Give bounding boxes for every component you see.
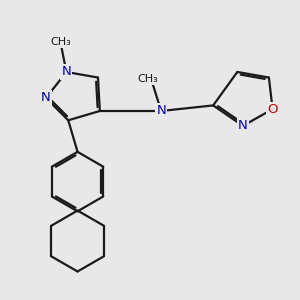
Text: O: O [267, 103, 278, 116]
Text: CH₃: CH₃ [138, 74, 158, 84]
Text: N: N [238, 119, 248, 132]
Text: N: N [61, 65, 71, 79]
Text: CH₃: CH₃ [50, 37, 71, 47]
Text: N: N [41, 92, 51, 104]
Text: N: N [156, 104, 166, 118]
